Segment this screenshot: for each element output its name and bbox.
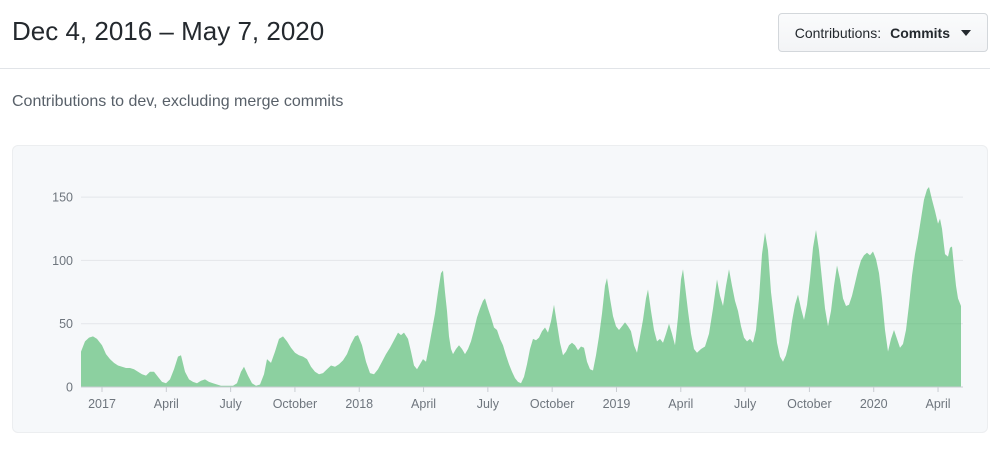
x-axis-label-april-9: April: [668, 397, 693, 411]
x-axis-label-2018-4: 2018: [345, 397, 373, 411]
header-divider: [0, 68, 990, 69]
x-axis-label-april-13: April: [926, 397, 951, 411]
contributions-area-chart: 0 50 100 150 2017 April July October 2018 April Ju…: [52, 187, 963, 411]
x-axis-label-october-11: October: [787, 397, 831, 411]
contributions-filter-value: Commits: [890, 24, 950, 41]
y-axis-label-50: 50: [59, 317, 73, 331]
contributions-filter-button[interactable]: Contributions: Commits: [777, 13, 988, 52]
chart-subtitle: Contributions to dev, excluding merge co…: [12, 93, 344, 110]
x-axis-label-april-1: April: [154, 397, 179, 411]
y-axis-label-0: 0: [66, 381, 73, 395]
x-axis-label-july-10: July: [734, 397, 757, 411]
contributions-chart-panel: 0 50 100 150 2017 April July October 2018 April Ju…: [12, 145, 988, 433]
chevron-down-icon: [961, 29, 971, 36]
x-axis-label-july-2: July: [220, 397, 243, 411]
contributions-filter-label: Contributions:: [794, 24, 882, 41]
x-axis-label-2020-12: 2020: [860, 397, 888, 411]
x-axis-label-2019-8: 2019: [603, 397, 631, 411]
y-axis-label-100: 100: [52, 254, 73, 268]
commits-area-series: [81, 187, 961, 387]
x-axis-label-april-5: April: [411, 397, 436, 411]
page-title: Dec 4, 2016 – May 7, 2020: [12, 16, 325, 46]
x-axis-label-2017-0: 2017: [88, 397, 116, 411]
y-axis-label-150: 150: [52, 191, 73, 205]
x-axis-label-october-7: October: [530, 397, 574, 411]
x-axis-label-october-3: October: [273, 397, 317, 411]
x-axis-label-july-6: July: [477, 397, 500, 411]
